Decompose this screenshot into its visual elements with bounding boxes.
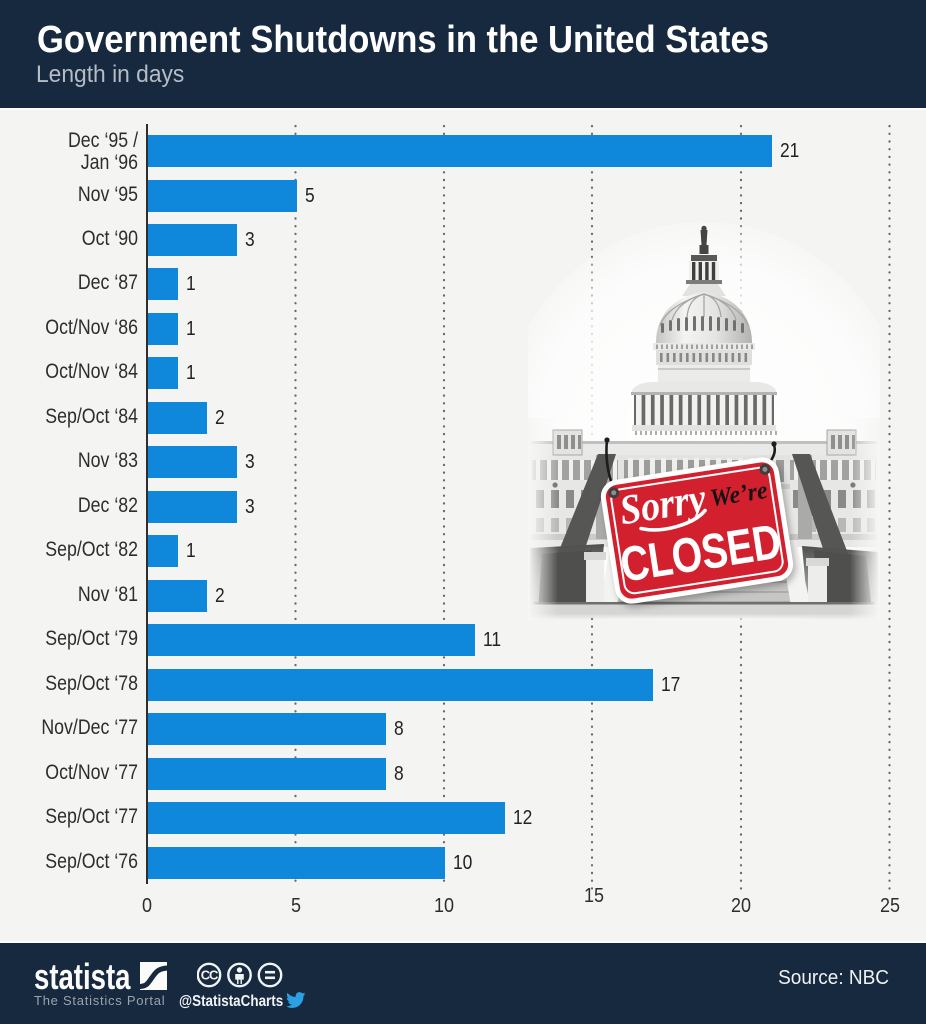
svg-text:CC: CC (201, 968, 219, 983)
